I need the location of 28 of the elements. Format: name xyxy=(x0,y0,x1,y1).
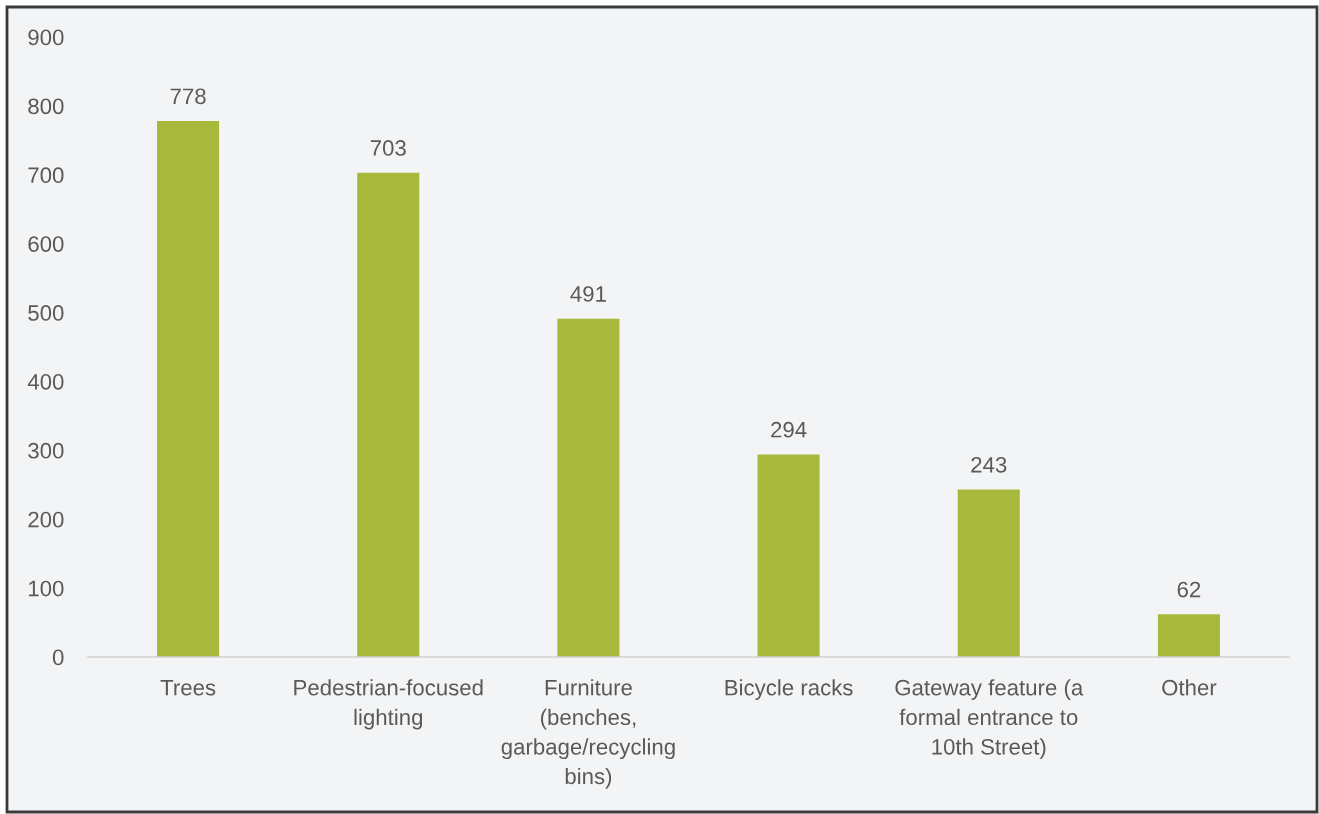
data-label: 62 xyxy=(1177,581,1201,598)
x-tick-label: Bicycle racks xyxy=(725,679,853,700)
y-tick-label: 400 xyxy=(27,373,64,390)
y-tick-label: 600 xyxy=(28,236,64,252)
data-label: 703 xyxy=(370,140,406,156)
y-tick-label: 800 xyxy=(28,98,64,115)
bar xyxy=(1157,614,1220,657)
y-tick-label: 500 xyxy=(28,305,64,321)
y-tick-label: 100 xyxy=(29,580,64,597)
bar xyxy=(157,121,220,657)
bar xyxy=(757,454,820,657)
x-tick-label: Pedestrian-focused lighting xyxy=(294,679,483,730)
data-label: 243 xyxy=(971,456,1007,473)
y-tick-label: 700 xyxy=(28,167,64,184)
bar xyxy=(557,318,620,657)
y-tick-label: 0 xyxy=(52,649,64,666)
x-tick-label: Gateway feature (a formal entrance to 10th Street) xyxy=(895,679,1084,760)
data-label: 294 xyxy=(771,421,807,438)
y-tick-label: 900 xyxy=(28,29,64,46)
x-tick-label: Furniture (benches, garbage/recycling bins) xyxy=(501,679,675,789)
data-label: 778 xyxy=(170,88,206,105)
y-tick-label: 300 xyxy=(28,442,64,459)
bar xyxy=(357,172,420,657)
bar xyxy=(957,489,1020,657)
y-tick-label: 200 xyxy=(28,511,64,528)
x-tick-label: Trees xyxy=(160,680,216,696)
x-tick-label: Other xyxy=(1162,679,1217,696)
data-label: 491 xyxy=(570,286,606,302)
